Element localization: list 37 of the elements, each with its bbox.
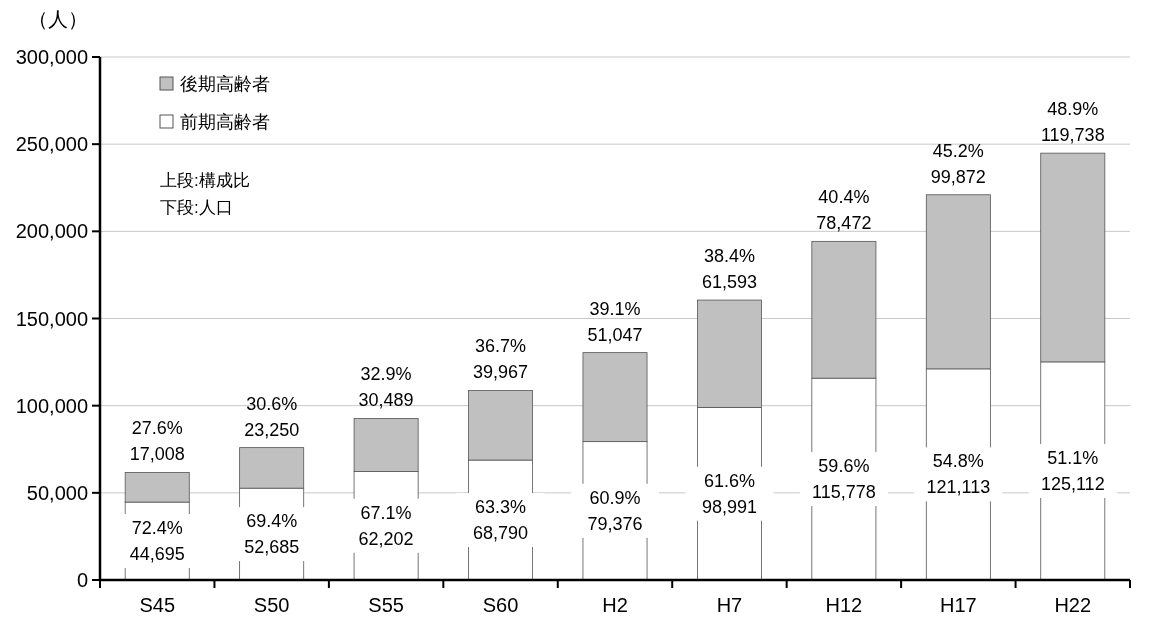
- y-tick-label: 200,000: [15, 220, 88, 243]
- y-tick-label: 150,000: [15, 307, 88, 330]
- data-label: 67.1% 62,202: [358, 502, 414, 549]
- data-label: 40.4% 78,472: [816, 187, 872, 234]
- x-tick-label: H22: [1054, 594, 1092, 616]
- data-label: 32.9% 30,489: [358, 364, 414, 411]
- y-axis-title: （人）: [28, 8, 88, 30]
- annotation: 下段:人口: [160, 198, 233, 217]
- data-label: 48.9% 119,738: [1040, 99, 1105, 146]
- x-tick-label: H7: [716, 594, 743, 616]
- x-tick-label: H17: [939, 594, 977, 616]
- data-label: 38.4% 61,593: [701, 246, 757, 293]
- x-tick-label: S55: [368, 594, 404, 616]
- x-tick-label: S45: [139, 594, 176, 616]
- x-tick-label: H2: [602, 594, 628, 616]
- data-label: 45.2% 99,872: [930, 140, 986, 187]
- data-label: 54.8% 121,113: [926, 451, 991, 498]
- data-label: 59.6% 115,778: [812, 456, 876, 503]
- data-label: 63.3% 68,790: [473, 497, 529, 544]
- y-tick-label: 50,000: [26, 481, 88, 504]
- y-tick-label: 250,000: [15, 133, 88, 156]
- data-label: 39.1% 51,047: [587, 298, 643, 345]
- legend-label: 後期高齢者: [180, 74, 270, 94]
- x-tick-label: S50: [253, 594, 290, 616]
- data-label: 51.1% 125,112: [1040, 447, 1105, 494]
- x-tick-label: S60: [482, 594, 519, 616]
- data-label: 27.6% 17,008: [129, 418, 185, 465]
- x-tick-label: H12: [825, 594, 863, 616]
- legend-label: 前期高齢者: [180, 112, 270, 132]
- y-tick-label: 300,000: [15, 46, 88, 68]
- data-label: 30.6% 23,250: [244, 393, 300, 440]
- y-tick-label: 0: [76, 569, 88, 591]
- y-tick-label: 100,000: [15, 394, 88, 417]
- data-label: 36.7% 39,967: [473, 336, 529, 383]
- data-label: 60.9% 79,376: [587, 487, 643, 534]
- data-label: 61.6% 98,991: [701, 470, 757, 517]
- annotation: 上段:構成比: [160, 171, 250, 190]
